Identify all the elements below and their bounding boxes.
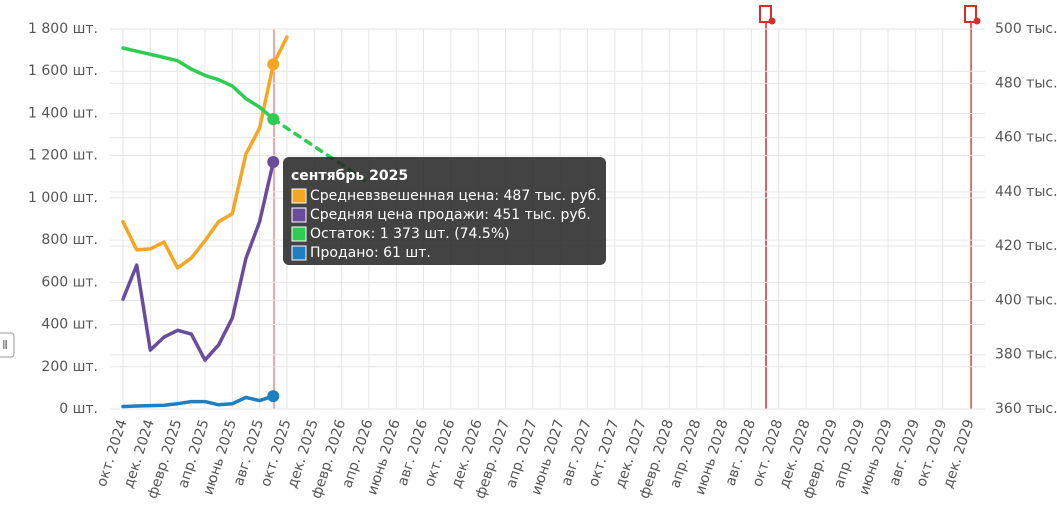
tooltip-swatch [291, 188, 307, 204]
y-tick-label: 1 400 шт. [28, 105, 98, 121]
tooltip-swatch [291, 245, 307, 261]
hover-point [267, 58, 280, 71]
series-line [121, 35, 289, 270]
y-tick-label: 200 шт. [41, 359, 98, 375]
tooltip-item: Средневзвешенная цена: 487 тыс. руб. [310, 188, 601, 204]
y-tick-label: 0 шт. [59, 401, 98, 417]
y2-tick-label: 500 тыс. [995, 21, 1057, 37]
y-tick-label: 1 200 шт. [28, 148, 98, 164]
tooltip-item: Остаток: 1 373 шт. (74.5%) [310, 226, 510, 242]
series-line [121, 160, 276, 362]
series-line [121, 46, 276, 121]
y2-tick-label: 360 тыс. [995, 401, 1057, 417]
y-tick-label: 800 шт. [41, 232, 98, 248]
y2-tick-label: 480 тыс. [995, 75, 1057, 91]
series [121, 35, 371, 409]
hover-point [267, 390, 280, 403]
tooltip-item: Продано: 61 шт. [310, 245, 431, 261]
y-tick-label: 400 шт. [41, 317, 98, 333]
y2-tick-label: 460 тыс. [995, 130, 1057, 146]
hover-point [267, 156, 280, 168]
series-line [121, 394, 276, 409]
y-tick-label: 1 600 шт. [28, 63, 98, 79]
y2-tick-label: 420 тыс. [995, 238, 1057, 254]
y2-tick-label: 400 тыс. [995, 292, 1057, 308]
y2-tick-label: 440 тыс. [995, 184, 1057, 200]
svg-text:⫼: ⫼ [3, 340, 8, 351]
tooltip-swatch [291, 226, 307, 242]
tooltip-title: сентябрь 2025 [291, 168, 408, 184]
y-tick-label: 600 шт. [41, 274, 98, 290]
tooltip-swatch [291, 207, 307, 223]
tooltip: сентябрь 2025 Средневзвешенная цена: 487… [283, 157, 606, 265]
y2-tick-label: 380 тыс. [995, 347, 1057, 363]
y-tick-label: 1 800 шт. [28, 21, 98, 37]
tooltip-item: Средняя цена продажи: 451 тыс. руб. [310, 207, 591, 223]
y-tick-label: 1 000 шт. [28, 190, 98, 206]
hover-point [267, 113, 280, 126]
